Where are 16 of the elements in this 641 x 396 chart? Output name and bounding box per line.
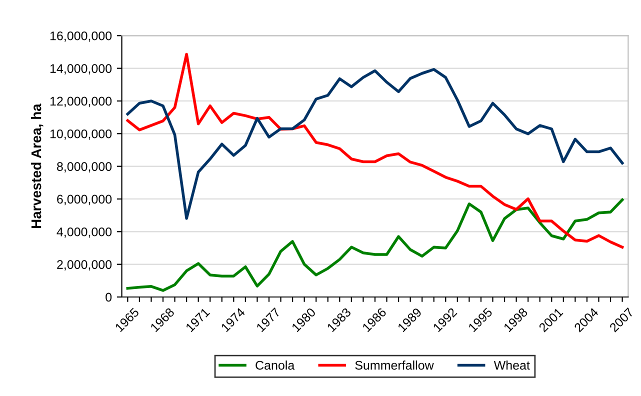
- y-tick-label: 6,000,000: [57, 194, 112, 206]
- legend-label: Canola: [256, 360, 295, 370]
- line-series: [126, 52, 624, 249]
- y-tick-label: 8,000,000: [57, 162, 112, 172]
- line-series: [126, 68, 624, 220]
- y-tick-label: 4,000,000: [56, 227, 112, 238]
- y-tick-label: 12,000,000: [50, 96, 112, 108]
- y-tick-label: 10,000,000: [50, 129, 112, 140]
- line-series: [126, 198, 624, 292]
- y-tick-label: 2,000,000: [57, 260, 112, 270]
- legend-label: Wheat: [494, 360, 530, 370]
- y-tick-label: 0: [106, 292, 112, 302]
- y-tick-label: 14,000,000: [50, 64, 112, 74]
- y-tick-label: 16,000,000: [50, 31, 112, 42]
- legend-label: Summerfallow: [355, 360, 434, 370]
- y-axis-title: Harvested Area, ha: [31, 104, 44, 228]
